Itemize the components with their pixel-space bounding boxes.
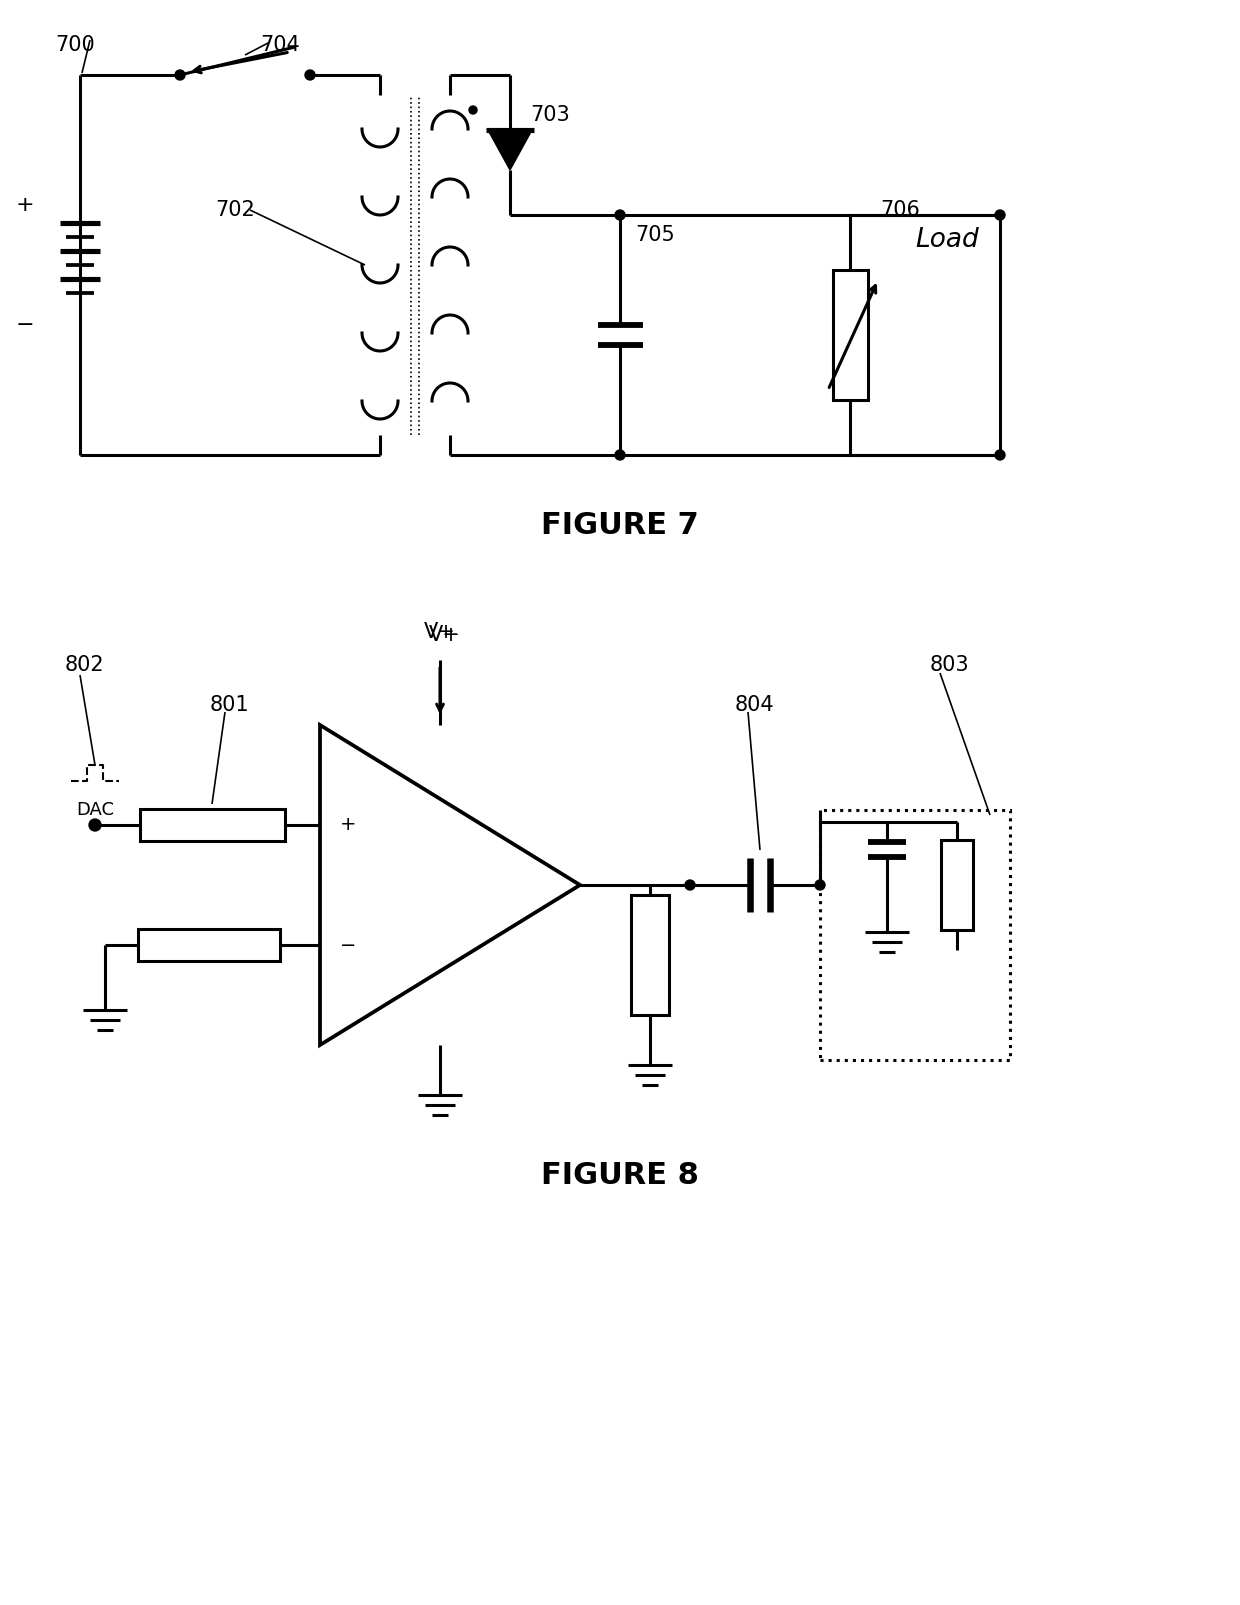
Text: DAC: DAC: [76, 801, 114, 819]
Bar: [140, 809, 285, 841]
Circle shape: [615, 210, 625, 220]
Text: +: +: [340, 815, 357, 835]
Circle shape: [175, 71, 185, 80]
Circle shape: [684, 880, 694, 891]
Polygon shape: [489, 130, 532, 170]
Circle shape: [89, 819, 100, 831]
Text: FIGURE 8: FIGURE 8: [541, 1160, 699, 1189]
Bar: [820, 811, 1011, 1059]
Text: −: −: [16, 315, 35, 335]
Text: 702: 702: [215, 201, 254, 220]
Text: 804: 804: [735, 695, 775, 714]
Text: Load: Load: [915, 226, 978, 254]
Text: −: −: [340, 936, 356, 955]
Bar: [138, 929, 280, 961]
Text: 803: 803: [930, 655, 970, 676]
Bar: [941, 839, 973, 929]
Text: 705: 705: [635, 225, 675, 246]
Text: 802: 802: [64, 655, 104, 676]
Bar: [832, 270, 868, 400]
Bar: [631, 896, 670, 1014]
Text: V+: V+: [424, 623, 456, 642]
Text: 700: 700: [55, 35, 94, 55]
Circle shape: [994, 210, 1004, 220]
Circle shape: [994, 449, 1004, 461]
Circle shape: [469, 106, 477, 114]
Text: 703: 703: [529, 104, 569, 125]
Text: +: +: [16, 194, 35, 215]
Text: 706: 706: [880, 201, 920, 220]
Circle shape: [615, 449, 625, 461]
Circle shape: [305, 71, 315, 80]
Text: V+: V+: [429, 624, 461, 645]
Text: FIGURE 7: FIGURE 7: [541, 510, 699, 539]
Text: 704: 704: [260, 35, 300, 55]
Text: 801: 801: [210, 695, 249, 714]
Circle shape: [815, 880, 825, 891]
